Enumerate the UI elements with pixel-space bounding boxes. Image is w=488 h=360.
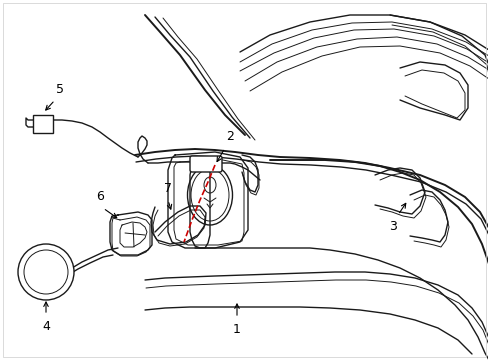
FancyBboxPatch shape xyxy=(190,156,222,172)
Text: 7: 7 xyxy=(163,182,172,195)
Text: 1: 1 xyxy=(233,323,241,336)
Text: 2: 2 xyxy=(225,130,233,143)
Text: 4: 4 xyxy=(42,320,50,333)
Text: 5: 5 xyxy=(56,83,64,96)
Text: 3: 3 xyxy=(388,220,396,233)
Text: 6: 6 xyxy=(96,190,104,203)
FancyBboxPatch shape xyxy=(33,115,53,133)
Circle shape xyxy=(18,244,74,300)
